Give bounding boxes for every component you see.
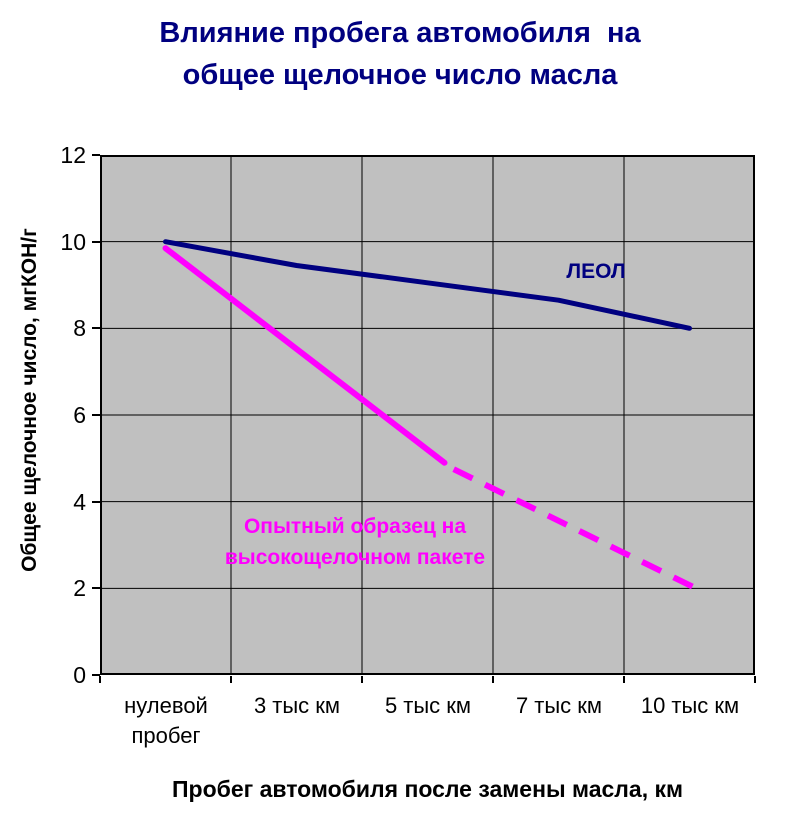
- x-tick-mark: [361, 676, 363, 683]
- x-axis-title: Пробег автомобиля после замены масла, км: [171, 776, 684, 802]
- chart-title: Влияние пробега автомобиля на общее щело…: [0, 12, 800, 96]
- series-line-1-dashed: [452, 466, 698, 591]
- series-label: высокощелочном пакете: [224, 546, 486, 569]
- y-tick-label: 10: [60, 229, 86, 255]
- x-tick-label: 7 тыс км: [515, 693, 603, 718]
- y-tick-label: 0: [73, 662, 86, 688]
- chart-canvas: [100, 155, 755, 675]
- plot-area: ЛЕОЛ Опытный образец на высокощелочном пак…: [100, 155, 755, 675]
- y-tick-mark: [92, 327, 100, 329]
- series-line-0: [163, 239, 692, 331]
- y-tick-label: 12: [60, 142, 86, 168]
- x-tick-mark: [492, 676, 494, 683]
- x-tick-label: нулевой пробег: [124, 693, 208, 748]
- y-tick-mark: [92, 414, 100, 416]
- chart-title-line-2: общее щелочное число масла: [182, 59, 618, 91]
- y-tick-label: 8: [73, 315, 86, 341]
- series-label: ЛЕОЛ: [566, 260, 626, 283]
- y-tick-label: 4: [73, 489, 86, 515]
- chart-title-line-1: Влияние пробега автомобиля на: [159, 17, 641, 49]
- y-tick-label: 6: [73, 402, 86, 428]
- y-tick-mark: [92, 501, 100, 503]
- y-tick-mark: [92, 587, 100, 589]
- y-tick-mark: [92, 241, 100, 243]
- y-tick-mark: [92, 154, 100, 156]
- x-tick-mark: [99, 676, 101, 683]
- x-tick-mark: [754, 676, 756, 683]
- plot-border: [100, 155, 755, 675]
- x-tick-mark: [623, 676, 625, 683]
- series-label: Опытный образец на: [243, 515, 467, 538]
- x-tick-label: 10 тыс км: [640, 693, 740, 718]
- y-tick-label: 2: [73, 575, 86, 601]
- series-line-1: [162, 245, 448, 466]
- x-tick-mark: [230, 676, 232, 683]
- x-tick-label: 3 тыс км: [253, 693, 341, 718]
- x-tick-label: 5 тыс км: [384, 693, 472, 718]
- y-tick-mark: [92, 674, 100, 676]
